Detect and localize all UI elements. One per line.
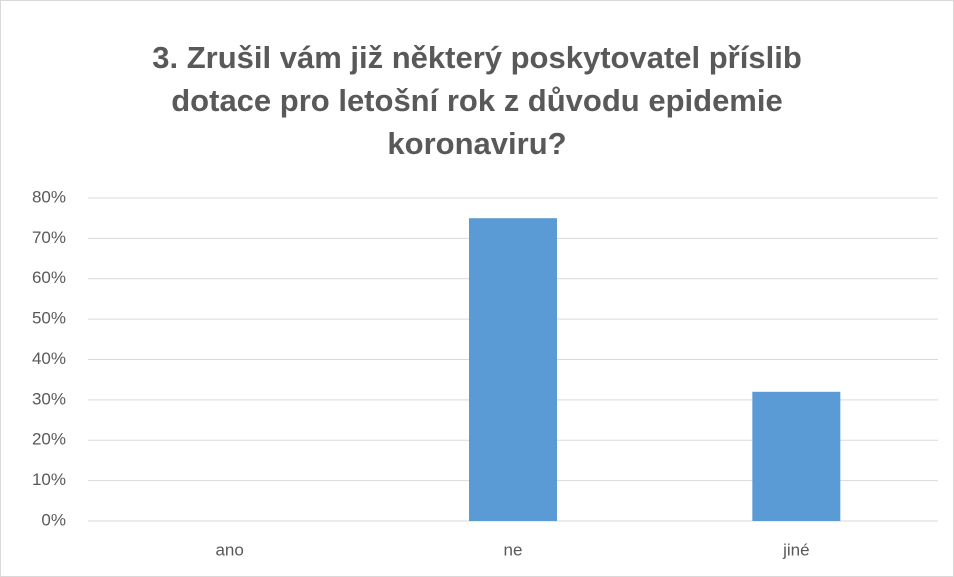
y-tick-label: 50% <box>32 309 66 328</box>
chart-title: dotace pro letošní rok z důvodu epidemie <box>171 83 782 118</box>
y-tick-label: 20% <box>32 430 66 449</box>
y-tick-label: 60% <box>32 268 66 287</box>
bar <box>469 218 557 521</box>
chart-title: 3. Zrušil vám již některý poskytovatel p… <box>152 40 802 75</box>
y-tick-label: 30% <box>32 389 66 408</box>
chart-title: koronaviru? <box>387 126 566 161</box>
x-tick-label: ano <box>215 540 243 559</box>
y-tick-label: 10% <box>32 470 66 489</box>
x-tick-label: jiné <box>782 540 809 559</box>
y-tick-label: 70% <box>32 228 66 247</box>
x-tick-label: ne <box>504 540 523 559</box>
y-tick-label: 40% <box>32 349 66 368</box>
y-tick-label: 0% <box>41 510 66 529</box>
bar <box>752 391 841 521</box>
y-tick-label: 80% <box>32 187 66 206</box>
